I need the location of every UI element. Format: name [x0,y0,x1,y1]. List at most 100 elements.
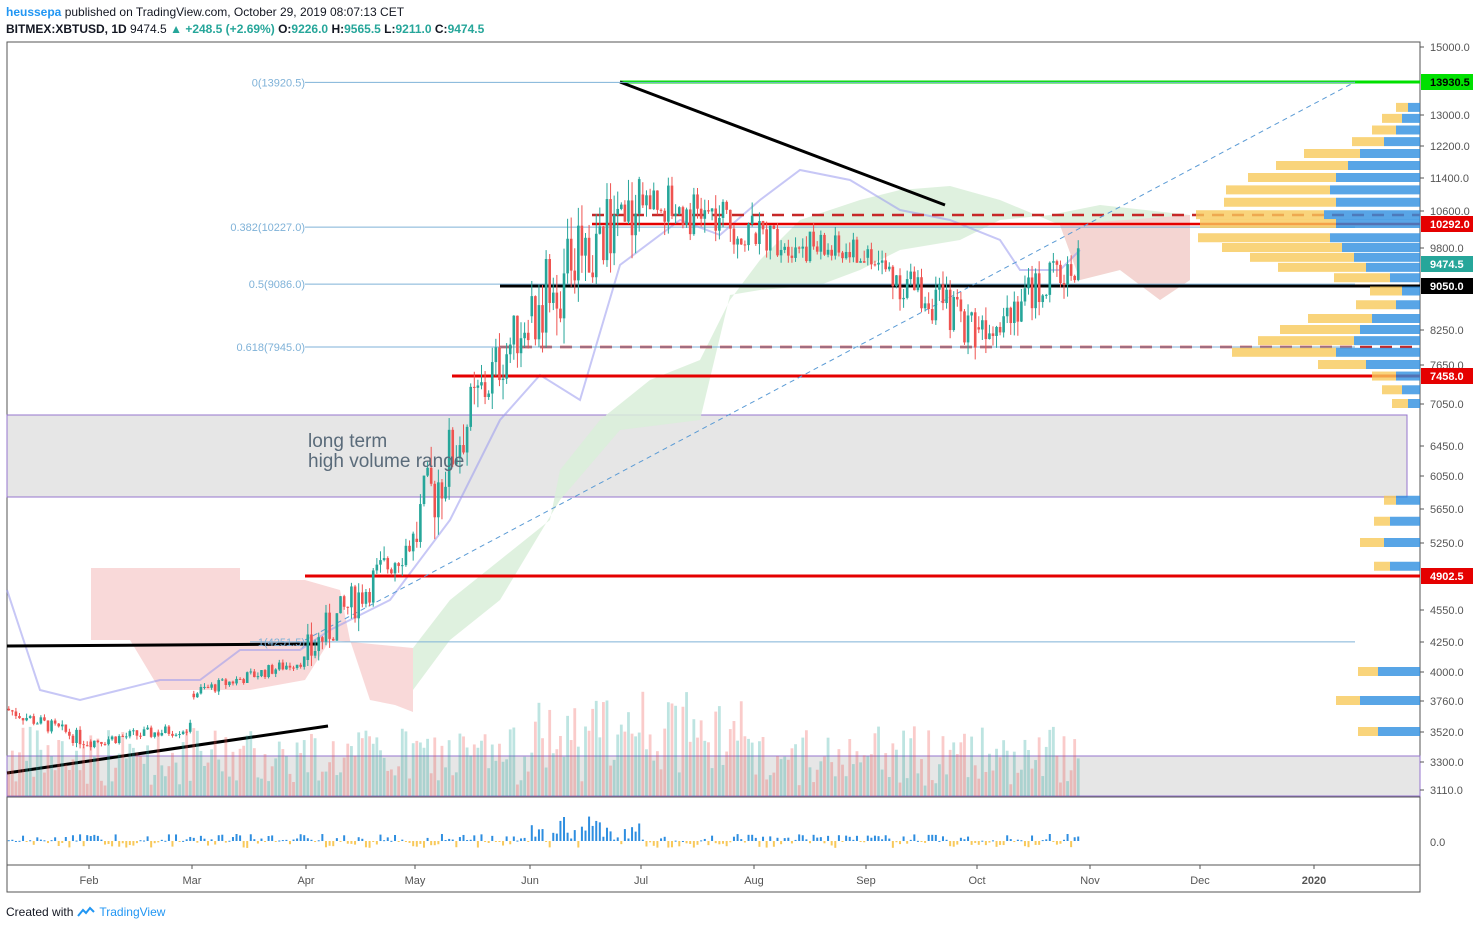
candle-body [852,239,855,258]
volume-bar [670,703,674,796]
oscillator-bar [260,838,263,841]
oscillator-bar [455,841,458,848]
volume-bar [1002,740,1006,796]
volume-bar [848,739,852,796]
oscillator-bar [941,836,944,841]
time-tick-label: Dec [1190,875,1210,887]
candle-body [368,591,371,603]
candle-body [941,284,945,304]
candle-body [732,228,736,245]
volume-bar [1062,736,1066,796]
volume-bar [249,731,253,796]
volume-bar [923,785,927,796]
symbol-label[interactable]: BITMEX:XBTUSD, 1D [6,22,127,36]
tradingview-brand[interactable]: TradingView [99,905,166,919]
candle-body [110,736,114,740]
oscillator-bar [819,837,822,841]
volume-bar [988,753,991,796]
oscillator-bar [541,829,544,841]
candle-body [458,445,462,459]
candle-body [988,333,991,340]
volume-profile-bar-buy [1360,325,1420,334]
oscillator-bar [408,841,411,843]
oscillator-bar [93,834,96,841]
volume-bar [153,774,157,796]
volume-bar [833,776,837,796]
candle-body [444,486,447,499]
candle-body [729,209,732,229]
volume-bar [357,732,361,796]
volume-bar [353,755,357,796]
oscillator-bar [32,841,35,845]
price-tick-label: 7050.0 [1430,399,1464,411]
oscillator-bar [14,840,17,842]
oscillator-bar [321,834,324,841]
oscillator-bar [598,822,601,841]
oscillator-bar [584,830,587,841]
price-tick-label: 4550.0 [1430,605,1464,617]
volume-bar [895,749,898,796]
oscillator-bar [548,841,551,848]
volume-bar [28,726,32,796]
price-label-box [1421,216,1473,232]
price-axis[interactable]: 15000.0 13000.0 12200.0 11400.0 10600.0 9800.… [1420,42,1473,849]
candle-body [21,718,25,721]
oscillator-bar [7,840,10,842]
price-label-box [1421,368,1473,384]
candle-body [299,664,302,667]
candle-body [598,226,602,234]
candle-body [364,591,368,604]
author-name[interactable]: heussepa [6,5,62,19]
volume-bar [306,772,310,796]
candle-body [146,727,149,730]
candle-body [768,225,772,251]
volume-bar [458,733,462,796]
volume-bar [815,769,819,796]
volume-profile-bar-buy [1366,262,1420,272]
oscillator-bar [448,838,451,841]
oscillator-bar [645,841,648,847]
candle-body [447,429,451,487]
oscillator-bar [317,840,320,842]
volume-bar [1041,776,1045,796]
candle-body [544,259,548,333]
volume-bar [891,743,895,796]
candle-body [103,743,107,745]
volume-bar [67,769,71,796]
price-tick-label: 8250.0 [1430,325,1464,337]
oscillator-bar [487,841,490,843]
oscillator-bar [837,835,840,841]
candle-body [725,201,728,210]
oscillator-bar [354,841,357,845]
volume-profile-bar-sell [1200,219,1336,228]
oscillator-bar [707,841,710,846]
volume-profile-bar-sell [1278,262,1366,272]
candle-body [692,194,696,235]
oscillator-bar [350,841,353,844]
volume-bar [656,751,659,796]
candle-body [714,208,718,231]
oscillator-bar [523,837,526,841]
volume-profile-bar-buy [1402,385,1420,395]
close-label: C: [434,22,448,36]
oscillator-bar [823,841,826,844]
candle-body [353,586,357,619]
candle-body [1012,301,1016,323]
fib-label: 0(13920.5) [252,77,305,89]
price-label-text: 13930.5 [1430,77,1470,89]
volume-bar [199,750,203,796]
volume-bar [573,708,577,796]
oscillator-bar [725,841,728,847]
oscillator-bar [552,832,555,841]
volume-bar [451,775,455,796]
volume-bar [494,760,498,796]
tradingview-logo-icon[interactable] [77,906,96,918]
volume-profile-bar-sell [1248,173,1336,182]
volume-profile-bar-sell [1258,336,1354,346]
oscillator-bar [641,839,644,841]
time-axis[interactable]: Feb Mar Apr May Jun Jul Aug Sep Oct Nov Dec 2020 [80,865,1327,887]
oscillator-bar [956,841,959,845]
candle-body [121,736,125,738]
oscillator-bar [306,838,309,841]
